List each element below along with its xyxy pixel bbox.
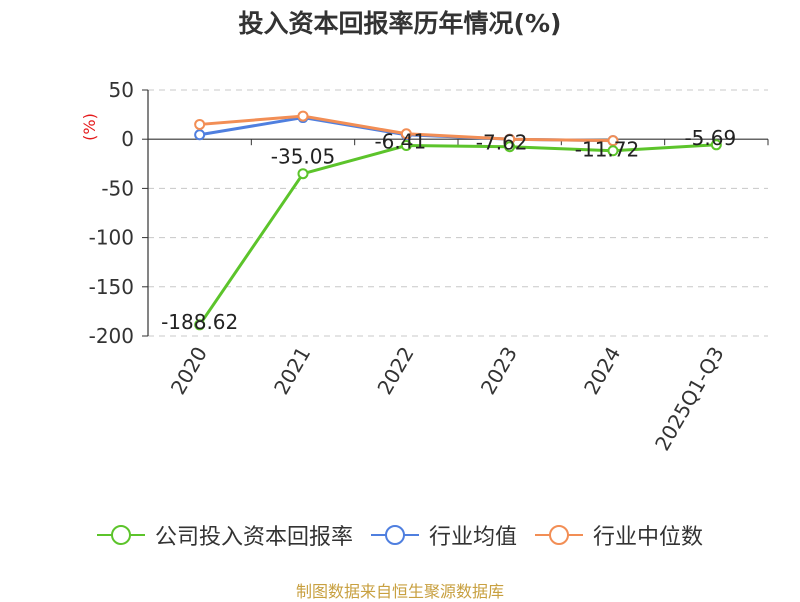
x-tick-label: 2021: [269, 343, 315, 399]
data-point-0: [297, 168, 309, 180]
y-tick-label: -200: [89, 324, 134, 348]
legend-item-industry-mean[interactable]: 行业均值: [370, 519, 517, 551]
legend: 公司投入资本回报率 行业均值 行业中位数: [0, 519, 800, 551]
x-tick-label: 2023: [476, 343, 522, 399]
x-tick-label: 2024: [579, 343, 625, 399]
line-chart: 50 0 -50 -100 -150 -200 (%) 2020 2021 2022 2023 202…: [80, 78, 769, 455]
legend-label-company: 公司投入资本回报率: [154, 525, 353, 550]
data-source-note: 制图数据来自恒生聚源数据库: [295, 582, 504, 601]
legend-item-industry-median[interactable]: 行业中位数: [535, 519, 703, 551]
data-point-1: [194, 129, 206, 141]
y-tick-label: 50: [109, 78, 134, 102]
legend-label-industry-median: 行业中位数: [593, 525, 704, 550]
data-point-0: [504, 141, 516, 153]
y-unit-label: (%): [80, 113, 99, 141]
x-tick-label: 2020: [166, 343, 212, 399]
data-point-2: [400, 128, 412, 140]
data-label: -35.05: [271, 145, 335, 169]
x-tick-label: 2025Q1-Q3: [650, 343, 729, 455]
y-tick-label: -100: [89, 226, 134, 250]
data-point-2: [607, 135, 619, 147]
legend-marker-industry-mean-icon: [370, 525, 419, 545]
data-label: -11.72: [575, 138, 639, 162]
legend-marker-company-icon: [96, 525, 145, 545]
data-point-2: [297, 110, 309, 122]
legend-item-company[interactable]: 公司投入资本回报率: [96, 519, 353, 551]
data-point-0: [607, 145, 619, 157]
chart-title: 投入资本回报率历年情况(%): [238, 9, 562, 38]
legend-marker-industry-median-icon: [535, 525, 583, 545]
legend-label-industry-mean: 行业均值: [428, 525, 517, 550]
data-point-2: [194, 118, 206, 130]
data-point-0: [710, 139, 722, 151]
data-label: -188.62: [161, 310, 238, 334]
y-tick-label: -150: [89, 275, 134, 299]
x-tick-label: 2022: [372, 343, 418, 399]
y-tick-label: -50: [101, 176, 134, 200]
data-label: -6.41: [374, 130, 426, 154]
data-point-0: [400, 140, 412, 152]
data-label: -7.62: [476, 131, 528, 155]
data-label: -5.69: [684, 126, 736, 150]
y-tick-label: 0: [121, 127, 134, 151]
data-point-0: [194, 319, 206, 331]
series-line-0: [198, 143, 717, 326]
